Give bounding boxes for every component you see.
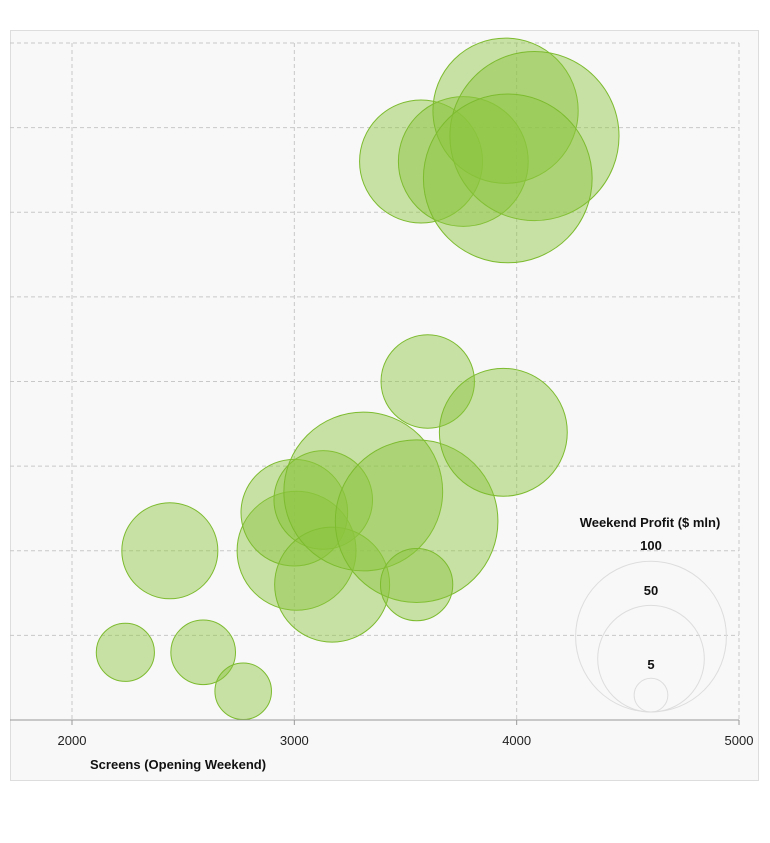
bubble xyxy=(121,502,219,600)
bubble xyxy=(380,334,475,429)
bubbles xyxy=(95,37,620,721)
bubble xyxy=(214,662,272,721)
bubble xyxy=(283,411,444,572)
bubble xyxy=(236,490,357,611)
bubble xyxy=(240,458,349,567)
bubble xyxy=(334,439,499,603)
bubble xyxy=(422,93,593,264)
size-legend-title: Weekend Profit ($ mln) xyxy=(580,515,721,530)
x-tick-label: 4000 xyxy=(502,733,531,748)
size-legend-label: 100 xyxy=(640,538,662,553)
bubble xyxy=(379,547,454,622)
x-tick-label: 3000 xyxy=(280,733,309,748)
x-ticks: 2000 3000 4000 5000 xyxy=(58,720,754,748)
grid xyxy=(10,42,740,720)
bubble xyxy=(273,450,374,550)
x-axis-title: Screens (Opening Weekend) xyxy=(90,757,266,772)
size-legend-label: 50 xyxy=(644,583,658,598)
x-tick-label: 5000 xyxy=(725,733,754,748)
bubble xyxy=(95,622,155,682)
bubble xyxy=(359,99,484,224)
size-legend-label: 5 xyxy=(647,657,654,672)
x-tick-label: 2000 xyxy=(58,733,87,748)
chart-frame xyxy=(10,30,759,781)
bubble xyxy=(449,51,620,222)
size-legend-circle xyxy=(633,677,669,713)
bubble xyxy=(397,96,529,227)
bubble xyxy=(432,37,579,184)
bubble xyxy=(438,367,568,497)
bubble xyxy=(170,619,237,686)
size-legend: Weekend Profit ($ mln) 100 50 5 xyxy=(575,515,727,713)
bubble xyxy=(274,526,391,643)
